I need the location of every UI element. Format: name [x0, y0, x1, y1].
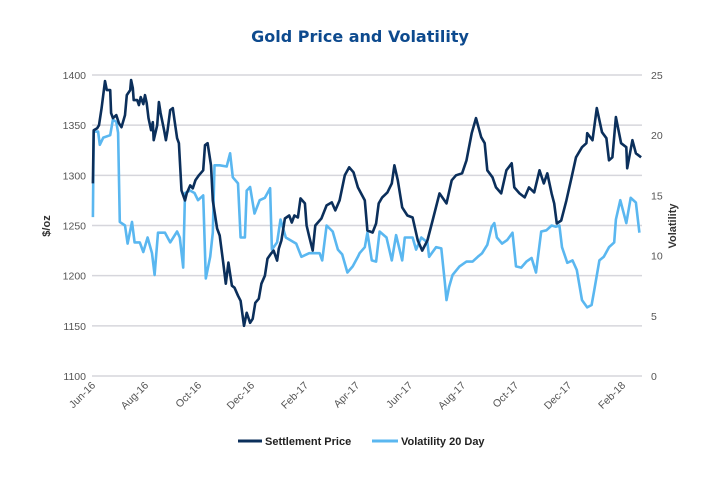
x-tick-label: Aug-16: [119, 380, 152, 413]
left-tick-label: 1350: [63, 120, 87, 132]
right-tick-label: 15: [651, 190, 663, 202]
chart-title: Gold Price and Volatility: [251, 27, 469, 46]
volatility-line: [91, 118, 641, 309]
x-tick-label: Aug-17: [436, 380, 469, 413]
right-tick-label: 0: [651, 371, 657, 383]
right-axis-ticks: 0 5 10 15 20 25: [651, 70, 663, 383]
right-tick-label: 5: [651, 311, 657, 323]
left-tick-label: 1300: [63, 170, 87, 182]
legend-label-settlement-price: Settlement Price: [265, 436, 351, 448]
right-tick-label: 20: [651, 130, 663, 142]
left-tick-label: 1400: [63, 70, 87, 82]
x-tick-label: Dec-16: [225, 380, 258, 413]
right-axis-label: Volatility: [667, 203, 679, 249]
left-tick-label: 1100: [63, 371, 86, 383]
left-tick-label: 1150: [63, 321, 86, 333]
x-tick-label: Feb-17: [279, 380, 311, 412]
left-axis-ticks: 1100 1150 1200 1250 1300 1350 1400: [63, 70, 87, 383]
settlement-price-line: [91, 78, 642, 328]
left-tick-label: 1250: [63, 221, 87, 233]
legend: Settlement Price Volatility 20 Day: [238, 436, 485, 448]
left-axis-label: $/oz: [41, 215, 53, 237]
left-tick-label: 1200: [63, 271, 87, 283]
right-tick-label: 25: [651, 70, 663, 82]
x-tick-label: Jun-17: [384, 380, 415, 411]
x-tick-label: Feb-18: [596, 380, 628, 412]
x-tick-label: Jun-16: [67, 380, 98, 411]
x-tick-label: Oct-17: [490, 380, 521, 411]
x-axis-ticks: Jun-16 Aug-16 Oct-16 Dec-16 Feb-17 Apr-17 Jun-…: [67, 380, 628, 413]
x-tick-label: Dec-17: [542, 380, 575, 413]
legend-label-volatility: Volatility 20 Day: [401, 436, 485, 448]
right-tick-label: 10: [651, 251, 663, 263]
x-tick-label: Oct-16: [173, 380, 204, 411]
series-lines: [91, 78, 642, 328]
x-tick-label: Apr-17: [331, 380, 362, 411]
